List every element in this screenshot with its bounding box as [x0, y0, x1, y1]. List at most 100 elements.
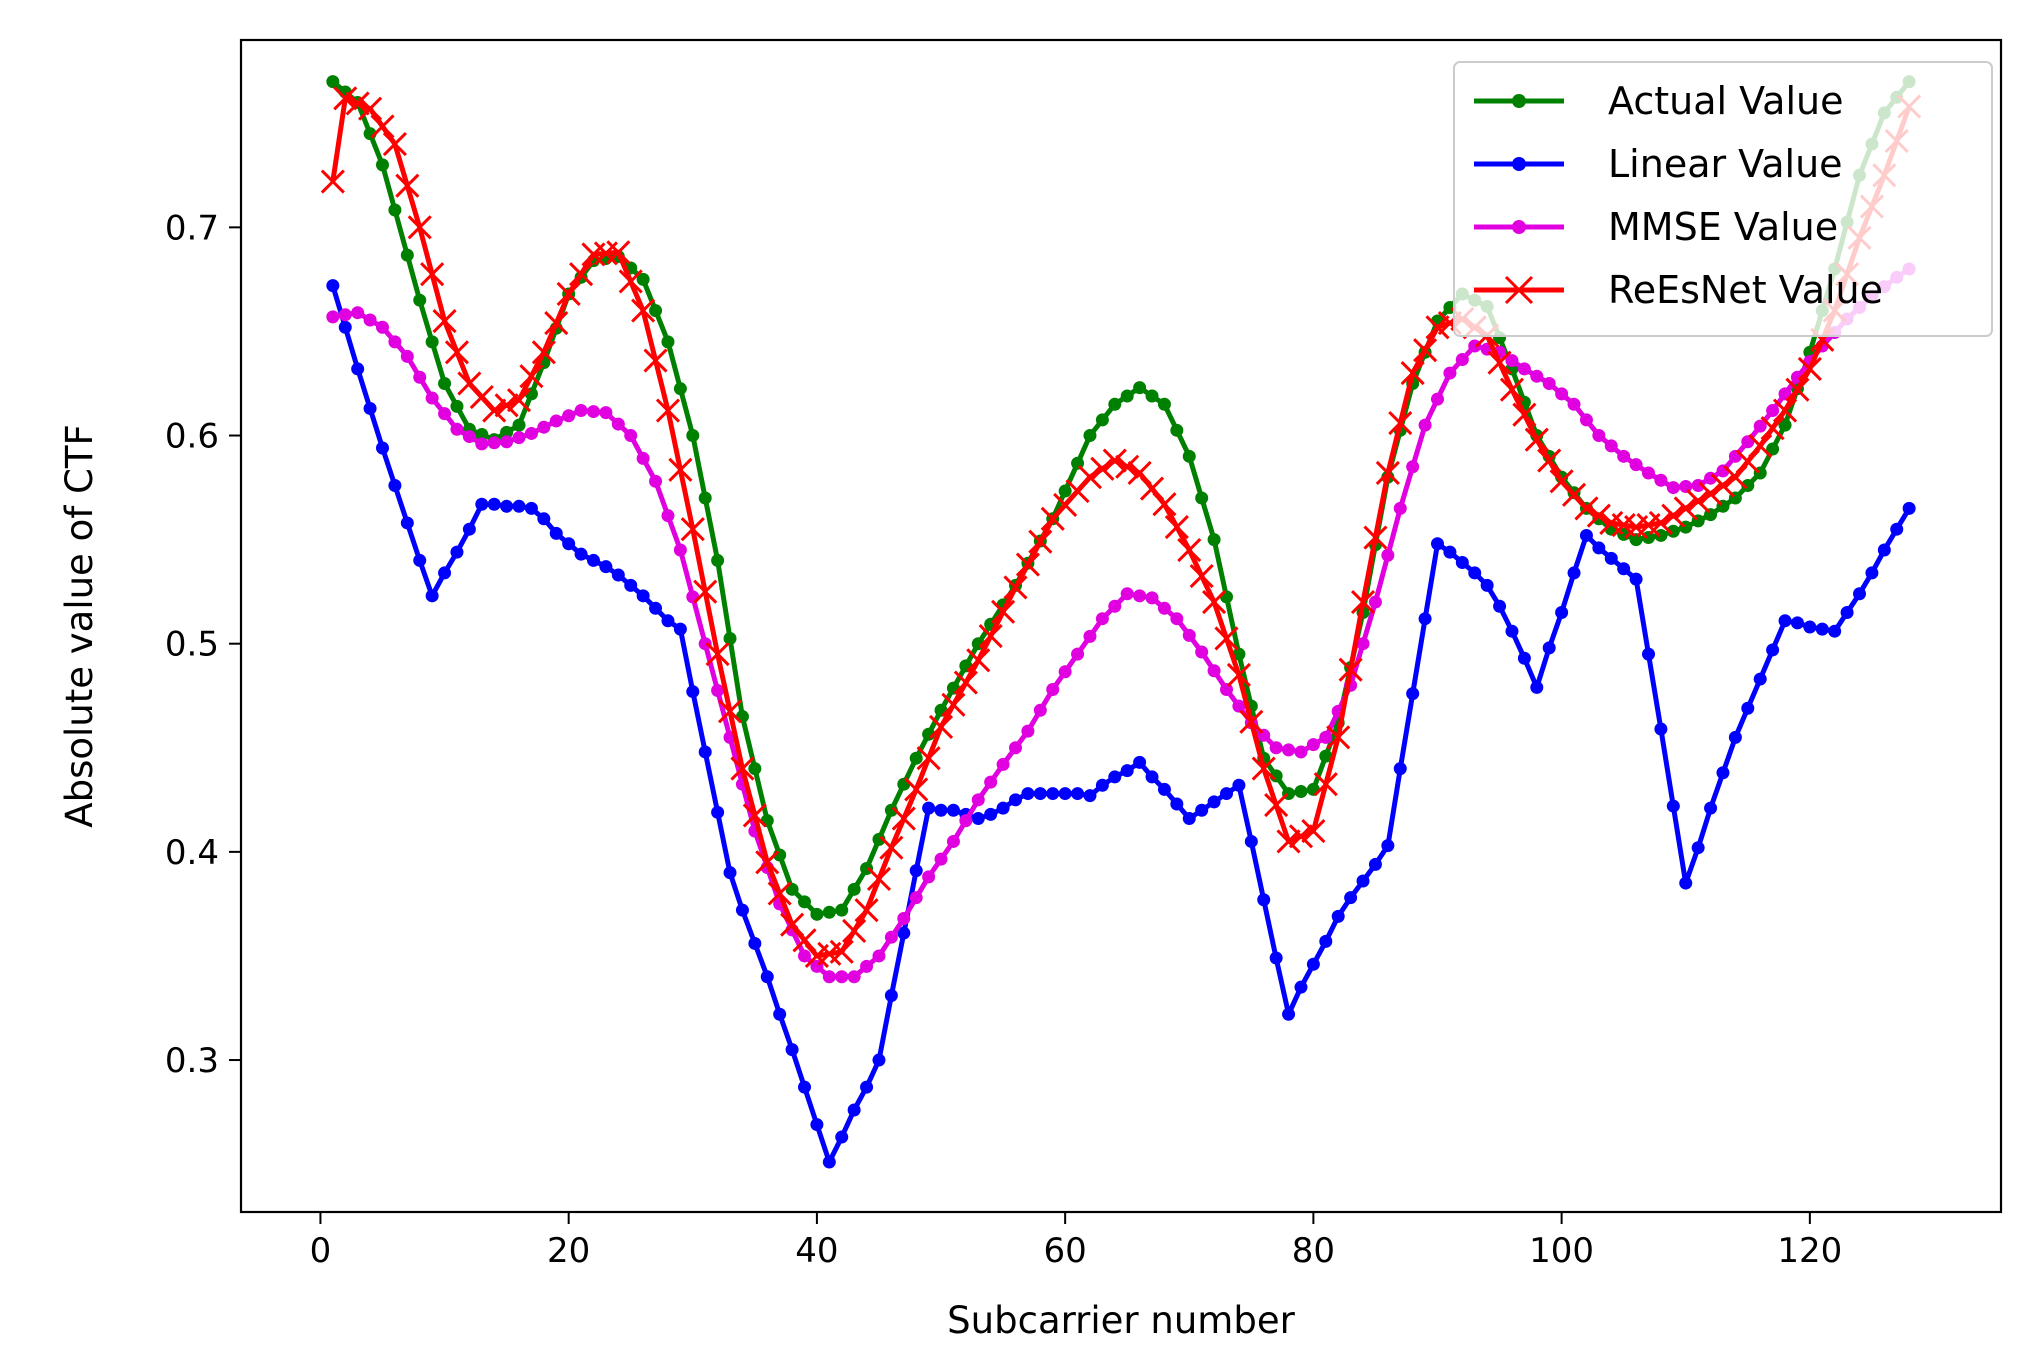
data-point [1642, 647, 1656, 661]
data-point [1381, 548, 1395, 562]
legend-item-reesnet-value: ReEsNet Value [1474, 268, 1883, 312]
data-point [797, 1080, 811, 1094]
legend-marker [1512, 157, 1526, 171]
data-point [884, 803, 898, 817]
y-tick-label: 0.6 [165, 417, 219, 457]
data-point [1629, 533, 1643, 547]
data-point [1195, 803, 1209, 817]
data-point [1505, 624, 1519, 638]
plot-frame [239, 38, 2003, 1214]
data-point [1356, 637, 1370, 651]
data-point [1797, 356, 1822, 381]
data-point [1666, 524, 1680, 538]
data-point [1586, 503, 1611, 528]
data-point [1723, 465, 1748, 490]
series-linear-value [326, 279, 1916, 1169]
data-point [1766, 442, 1780, 456]
data-point [1102, 448, 1127, 473]
data-point [1239, 709, 1264, 734]
x-tick-label: 80 [1292, 1231, 1335, 1271]
data-point [1282, 743, 1296, 757]
data-point [537, 512, 551, 526]
data-point [531, 340, 556, 365]
data-point [326, 279, 340, 293]
data-point [748, 936, 762, 950]
legend-label: Actual Value [1608, 79, 1843, 123]
data-point [735, 903, 749, 917]
data-point [438, 376, 452, 390]
data-point [1220, 682, 1234, 696]
data-point [1666, 799, 1680, 813]
data-point [500, 425, 514, 439]
data-point [1207, 795, 1221, 809]
data-point [1319, 730, 1333, 744]
data-point [1524, 427, 1549, 452]
data-point [599, 406, 613, 420]
data-point [1058, 787, 1072, 801]
data-point [810, 907, 824, 921]
data-point [1704, 801, 1718, 815]
data-point [1195, 645, 1209, 659]
data-point [1691, 478, 1705, 492]
data-point [1363, 525, 1388, 550]
data-point [835, 970, 849, 984]
data-point [922, 801, 936, 815]
data-point [1182, 628, 1196, 642]
data-point [1306, 738, 1320, 752]
data-point [320, 169, 345, 194]
data-point [400, 516, 414, 530]
data-point [909, 891, 923, 905]
data-point [1120, 389, 1134, 403]
data-point [1294, 745, 1308, 759]
data-point [1512, 402, 1537, 427]
data-point [884, 989, 898, 1003]
data-point [934, 803, 948, 817]
data-point [425, 589, 439, 603]
data-point [1120, 587, 1134, 601]
legend-item-linear-value: Linear Value [1474, 142, 1843, 186]
data-point [487, 436, 501, 450]
data-point [1567, 566, 1581, 580]
data-point [1269, 741, 1283, 755]
data-point [388, 335, 402, 349]
data-point [1766, 404, 1780, 418]
series-mmse-value [326, 262, 1916, 984]
data-point [928, 714, 954, 740]
data-point [1331, 909, 1345, 923]
data-point [1686, 489, 1711, 514]
data-point [1642, 466, 1656, 480]
data-point [1579, 528, 1593, 542]
data-point [1095, 413, 1109, 427]
series-layer [320, 75, 1922, 1169]
legend-item-actual-value: Actual Value [1474, 79, 1843, 123]
data-point [519, 364, 544, 389]
data-point [450, 545, 464, 559]
data-point [1003, 575, 1028, 600]
data-point [984, 775, 998, 789]
data-point [966, 648, 991, 673]
data-point [1741, 701, 1755, 715]
data-point [810, 1118, 824, 1132]
data-point [569, 262, 594, 287]
data-point [375, 441, 389, 455]
data-point [866, 866, 892, 891]
data-point [1356, 874, 1370, 888]
data-point [822, 970, 836, 984]
data-point [767, 881, 792, 906]
data-point [1828, 624, 1842, 638]
data-point [1753, 419, 1767, 433]
data-point [1654, 722, 1668, 736]
data-point [1455, 353, 1469, 367]
data-point [1145, 770, 1159, 784]
data-point [717, 699, 743, 724]
data-point [649, 601, 663, 615]
data-point [425, 335, 439, 349]
data-point [946, 803, 960, 817]
data-point [1530, 369, 1544, 383]
data-point [1170, 612, 1184, 626]
data-point [351, 306, 365, 320]
data-point [599, 560, 613, 574]
data-point [996, 801, 1010, 815]
data-point [1326, 725, 1351, 750]
